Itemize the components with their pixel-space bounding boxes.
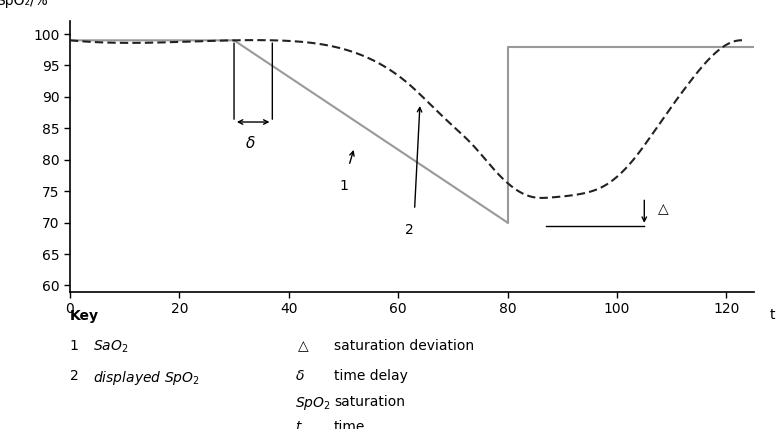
Text: $\triangle$: $\triangle$ <box>295 339 311 353</box>
Text: Key: Key <box>70 309 99 323</box>
Text: $\delta$: $\delta$ <box>245 135 256 151</box>
Text: $\triangle$: $\triangle$ <box>655 202 671 218</box>
Text: $SaO_2$: $SaO_2$ <box>93 339 129 355</box>
Text: 1: 1 <box>339 178 348 193</box>
Text: 2: 2 <box>70 369 78 383</box>
Text: time: time <box>334 420 365 429</box>
Y-axis label: SpO₂/%: SpO₂/% <box>0 0 48 8</box>
Text: 1: 1 <box>70 339 78 353</box>
Text: displayed $SpO_2$: displayed $SpO_2$ <box>93 369 200 387</box>
Text: $t$: $t$ <box>295 420 303 429</box>
Text: 2: 2 <box>405 223 413 236</box>
Text: time delay: time delay <box>334 369 408 383</box>
Text: saturation: saturation <box>334 395 405 409</box>
Text: $\delta$: $\delta$ <box>295 369 305 383</box>
Text: saturation deviation: saturation deviation <box>334 339 474 353</box>
X-axis label: t /s: t /s <box>770 308 777 322</box>
Text: $SpO_2$: $SpO_2$ <box>295 395 331 412</box>
